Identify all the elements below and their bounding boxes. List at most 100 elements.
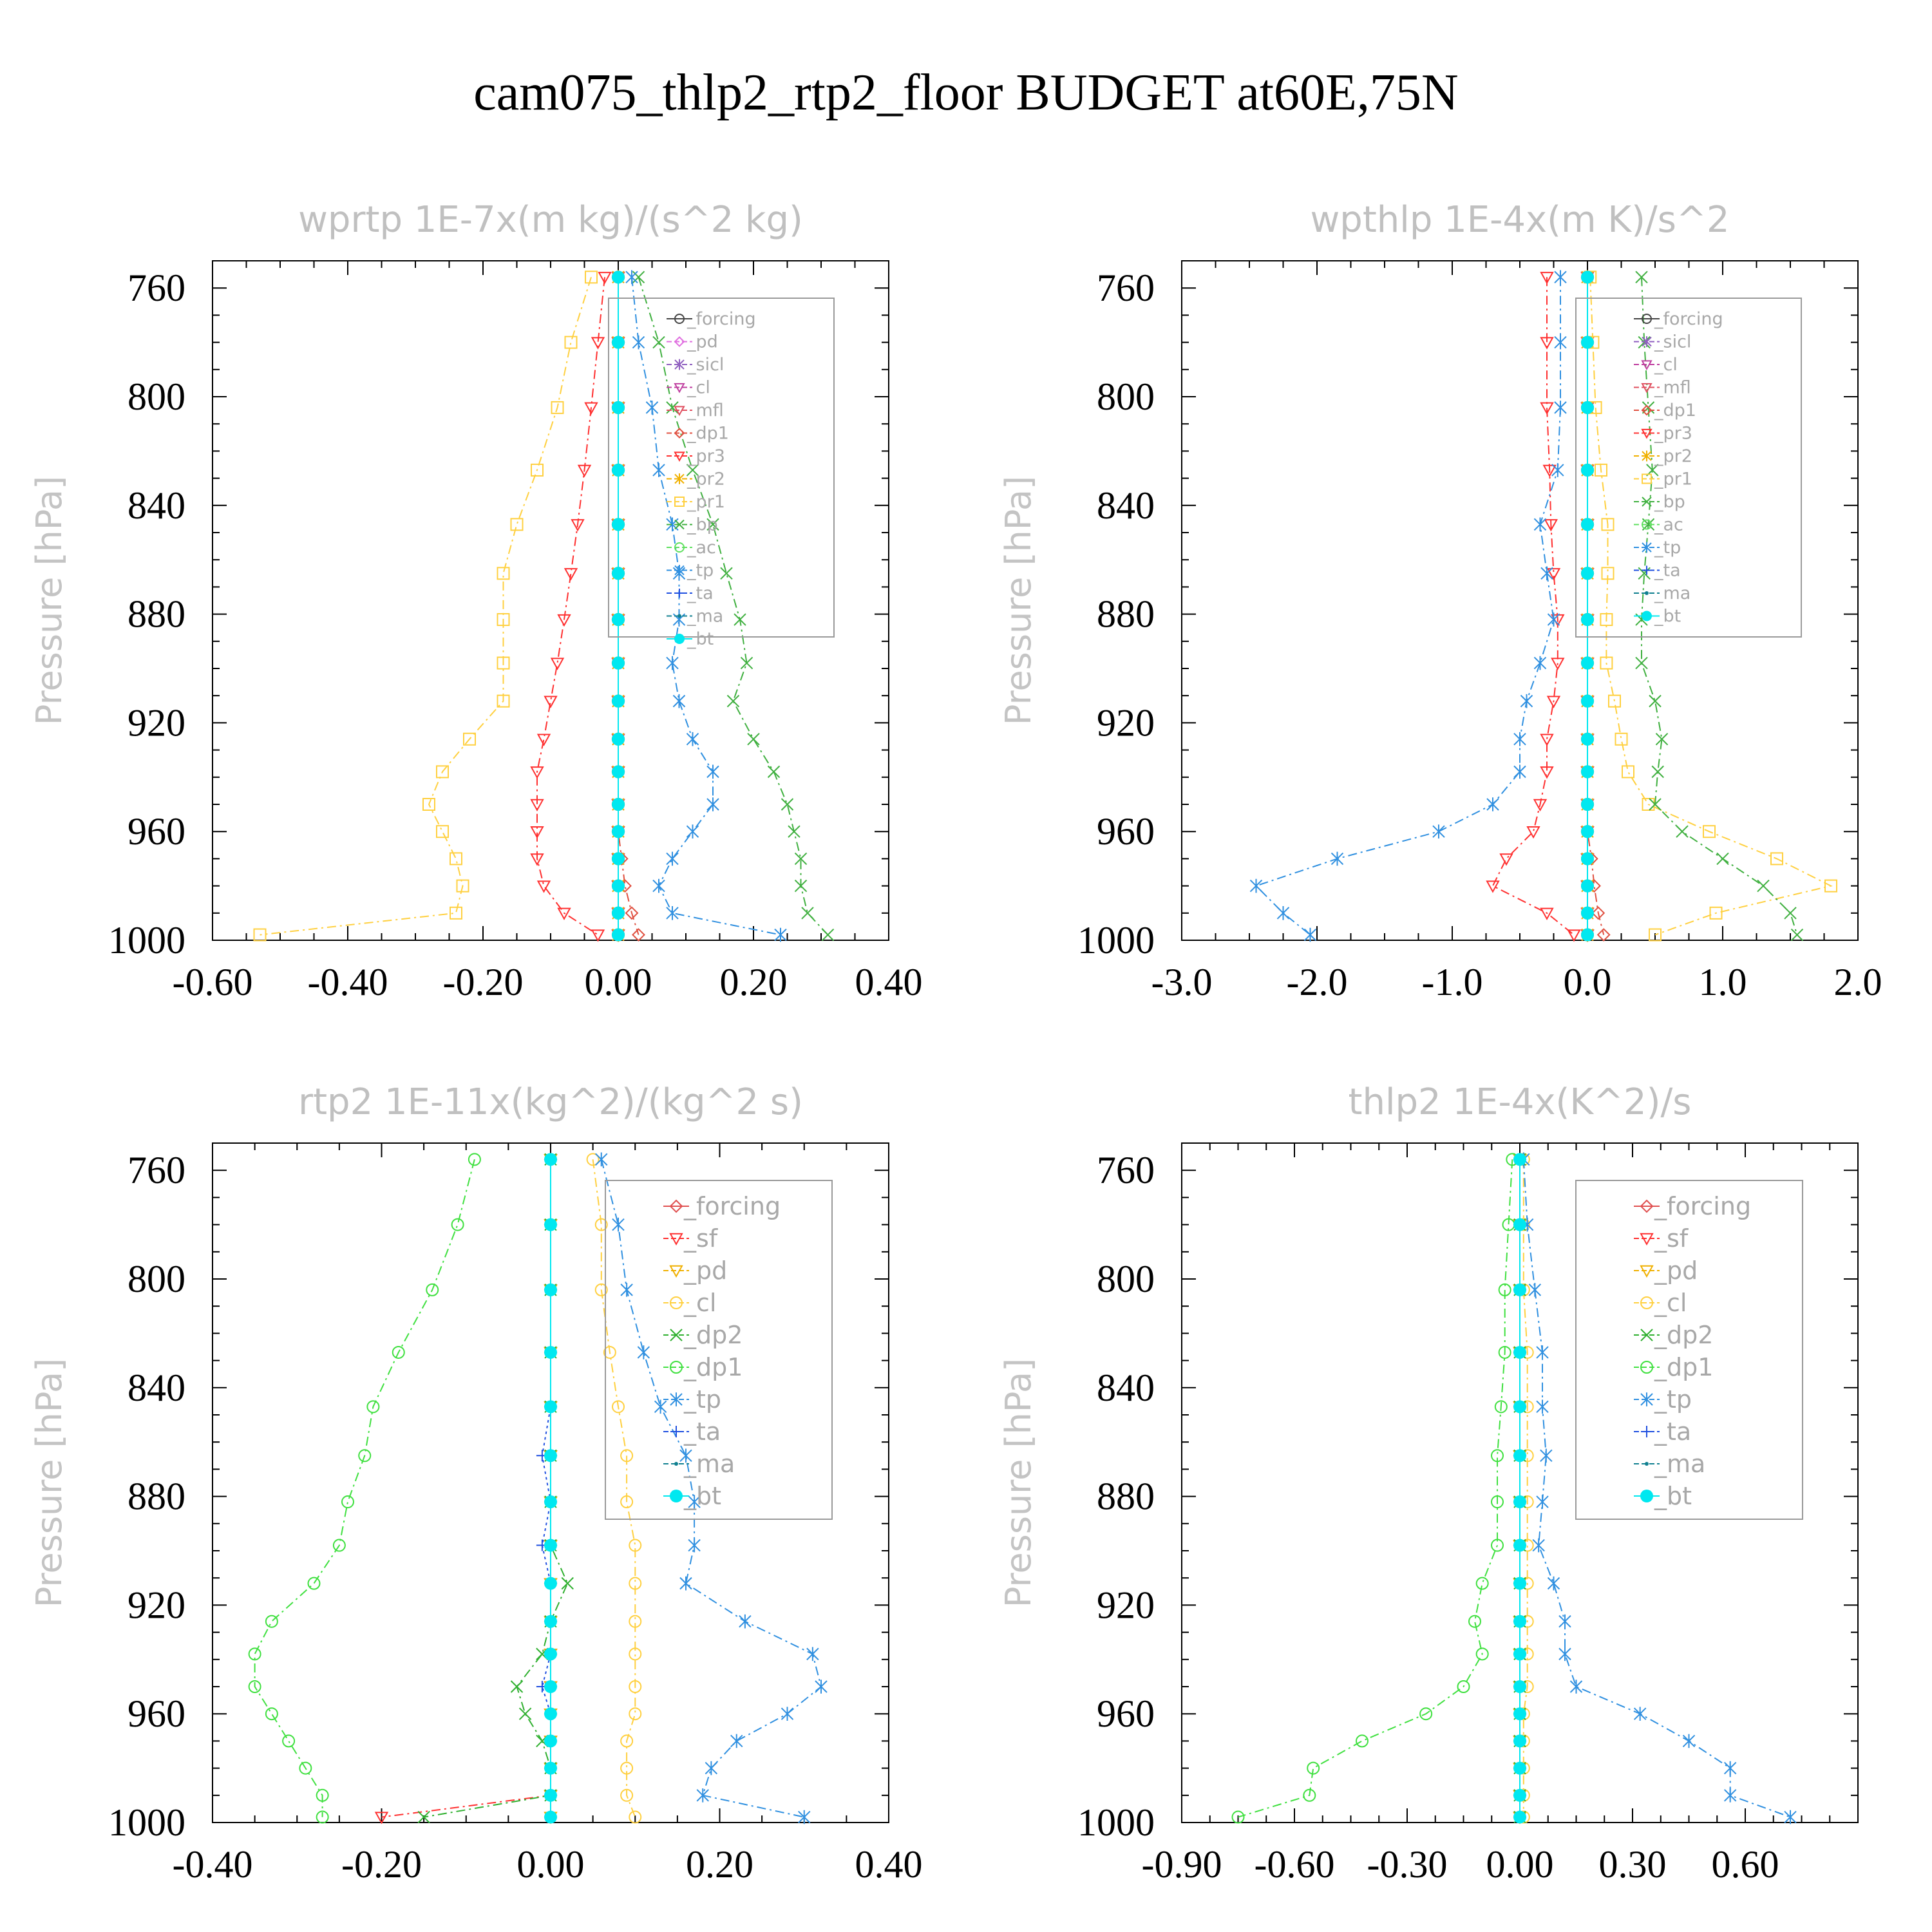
legend-label: _bp [1654,492,1685,512]
data-point [1581,798,1594,811]
data-point [1231,1810,1245,1824]
data-point [652,336,665,349]
series_bt [544,1153,557,1824]
legend-item: _bt [663,1482,721,1510]
data-point [544,1218,557,1231]
legend-item: _forcing [1634,1192,1751,1220]
data-point [794,879,808,893]
data-point [666,851,679,866]
data-point [1558,1614,1571,1629]
data-point [1356,1734,1368,1748]
data-point [781,798,794,811]
data-point [815,1680,828,1694]
y-tick-label: 880 [128,1475,185,1518]
data-point [1649,928,1662,942]
x-tick-label: 0.20 [686,1843,753,1886]
legend-item: _ta [663,1417,721,1446]
data-point [248,1647,261,1661]
legend-item: _ma [663,1450,735,1478]
data-point [544,696,558,708]
y-tick-label: 800 [1097,1258,1155,1300]
data-point [612,567,625,580]
data-point [739,1614,752,1629]
data-point [497,567,510,580]
data-point [1638,567,1651,580]
data-point [1682,1734,1696,1748]
data-point [1513,1680,1526,1693]
data-point [620,1283,633,1297]
series_bp [632,270,835,942]
legend-marker [670,1296,683,1309]
data-point [612,1400,625,1414]
data-point [1513,1577,1526,1590]
data-point [456,879,469,893]
legend-label: _pr2 [687,469,725,489]
legend-label: _dp1 [1654,401,1696,421]
series-line [638,277,829,936]
legend-marker [674,565,685,576]
series-line [1255,277,1561,936]
data-point [1491,1495,1504,1509]
legend-marker [1641,428,1653,439]
data-point [598,272,612,285]
data-point [1716,852,1729,866]
data-point [1540,1448,1553,1463]
data-point [1569,1680,1583,1694]
data-point [544,1707,557,1721]
data-point [1784,907,1797,920]
data-point [612,1217,625,1232]
data-point [1513,1218,1526,1231]
legend-marker [1641,1426,1653,1437]
data-point [612,852,625,866]
legend-marker [1641,404,1653,416]
data-point [544,1734,557,1748]
data-point [564,336,578,349]
data-point [625,906,639,920]
data-point [564,568,578,581]
x-tick-label: 2.0 [1834,961,1882,1003]
data-point [1532,1538,1545,1553]
x-tick-label: -0.30 [1367,1843,1448,1886]
series-line [1641,277,1798,935]
data-point [1303,927,1317,942]
y-tick-label: 840 [1097,1367,1155,1409]
data-point [629,1577,642,1590]
series_tp [625,270,787,942]
legend-marker [674,634,685,644]
data-point [1608,694,1621,708]
legend-item: _dp2 [663,1321,743,1349]
legend-item: _ma [1634,583,1690,603]
data-point [730,1734,743,1748]
data-point [544,1539,557,1552]
legend-item: _bt [1634,1482,1692,1510]
data-point [1635,270,1648,284]
y-tick-label: 960 [128,1692,185,1735]
data-point [1540,766,1554,779]
legend-label: _tp [687,561,714,581]
x-tick-label: -1.0 [1422,961,1483,1003]
data-point [1581,906,1594,920]
legend-label: _forcing [1654,309,1723,329]
legend-marker [674,473,685,484]
x-tick-label: 0.40 [855,1843,923,1886]
x-tick-label: 0.00 [517,1843,585,1886]
legend-item: _dp1 [663,1353,743,1381]
data-point [1581,336,1594,349]
legend-marker [1640,1329,1653,1341]
data-point [1540,907,1554,920]
series_pr1 [253,270,598,942]
legend-label: _mfl [687,401,724,421]
data-point [686,464,699,477]
data-point [316,1810,329,1824]
legend-marker [1642,611,1652,621]
series-line [260,277,592,936]
legend-item: _bp [667,515,718,535]
data-point [1303,1788,1316,1802]
legend-marker [1645,1462,1649,1466]
data-point [1513,1615,1526,1628]
data-point [1600,613,1613,627]
legend: _forcing _sf _pd _cl _dp2 _dp1 _tp _ta _ma _bt [605,1180,833,1520]
data-point [679,1576,692,1591]
data-point [632,270,645,284]
data-point [316,1788,329,1802]
